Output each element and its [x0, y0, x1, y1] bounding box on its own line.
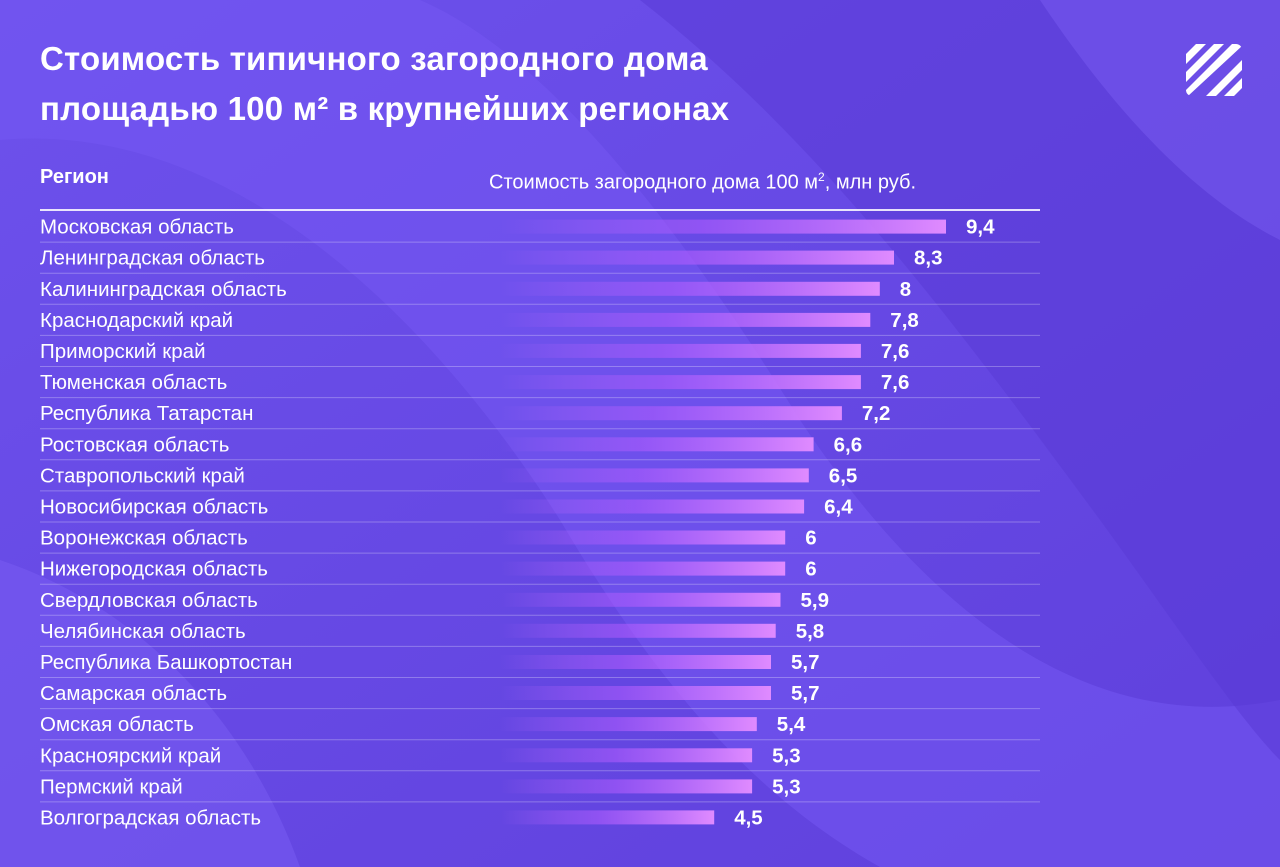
- bar: [500, 810, 715, 825]
- region-label: Нижегородская область: [40, 558, 268, 581]
- bar: [500, 250, 894, 265]
- bar: [500, 312, 871, 327]
- bar: [500, 561, 786, 576]
- bar: [500, 530, 786, 545]
- region-label: Волгоградская область: [40, 806, 261, 829]
- title-line-1: Стоимость типичного загородного дома: [40, 40, 708, 77]
- bar: [500, 375, 861, 390]
- region-label: Челябинская область: [40, 620, 246, 643]
- bar: [500, 655, 771, 669]
- region-label: Московская область: [40, 216, 234, 239]
- title-line-2: площадью 100 м² в крупнейших регионах: [40, 90, 730, 127]
- value-label: 7,2: [862, 402, 891, 425]
- bar: [500, 219, 946, 234]
- column-header-value-sup: 2: [818, 170, 825, 184]
- value-label: 5,4: [777, 713, 806, 736]
- region-label: Красноярский край: [40, 744, 221, 767]
- region-label: Ростовская область: [40, 433, 229, 456]
- bar: [500, 623, 776, 638]
- bar: [500, 592, 781, 607]
- region-label: Свердловская область: [40, 589, 258, 612]
- region-label: Омская область: [40, 713, 194, 736]
- chart-title: Стоимость типичного загородного дома пло…: [40, 34, 729, 134]
- value-label: 6,5: [829, 464, 858, 487]
- column-header-region: Регион: [40, 166, 109, 188]
- value-label: 5,7: [791, 682, 820, 705]
- region-label: Новосибирская область: [40, 496, 268, 519]
- bar: [500, 468, 809, 483]
- value-label: 7,8: [890, 309, 919, 332]
- region-label: Самарская область: [40, 682, 227, 705]
- region-label: Калининградская область: [40, 278, 287, 301]
- bar: [500, 499, 805, 514]
- region-label: Ленинградская область: [40, 247, 265, 270]
- column-header-value-main: Стоимость загородного дома 100 м: [489, 171, 819, 194]
- bar: [500, 406, 842, 421]
- value-label: 6,4: [824, 496, 853, 519]
- bar: [500, 686, 771, 700]
- region-label: Республика Татарстан: [40, 402, 253, 425]
- bar: [500, 748, 753, 763]
- striped-square-logo-icon: [1186, 44, 1242, 96]
- region-label: Краснодарский край: [40, 309, 233, 332]
- value-label: 6: [805, 527, 816, 550]
- column-header-value: Стоимость загородного дома 100 м2, млн р…: [489, 164, 916, 196]
- region-label: Ставропольский край: [40, 464, 245, 487]
- value-label: 7,6: [881, 371, 910, 394]
- header-divider: [40, 209, 1040, 211]
- value-label: 6: [805, 558, 816, 581]
- region-label: Республика Башкортостан: [40, 651, 292, 674]
- value-label: 5,3: [772, 775, 801, 798]
- region-label: Воронежская область: [40, 527, 248, 550]
- region-label: Пермский край: [40, 775, 183, 798]
- region-label: Тюменская область: [40, 371, 227, 394]
- bar: [500, 281, 880, 296]
- value-label: 5,7: [791, 651, 820, 674]
- value-label: 7,6: [881, 340, 910, 363]
- value-label: 8,3: [914, 247, 943, 270]
- value-label: 5,3: [772, 744, 801, 767]
- column-header-value-tail: , млн руб.: [824, 171, 917, 194]
- value-label: 6,6: [834, 433, 863, 456]
- bar: [500, 343, 861, 358]
- value-label: 4,5: [734, 806, 763, 829]
- bar: [500, 437, 814, 452]
- bar: [500, 779, 753, 794]
- bar: [500, 717, 757, 732]
- value-label: 5,8: [796, 620, 825, 643]
- value-label: 9,4: [966, 216, 995, 239]
- value-label: 8: [900, 278, 911, 301]
- region-label: Приморский край: [40, 340, 206, 363]
- value-label: 5,9: [801, 589, 830, 612]
